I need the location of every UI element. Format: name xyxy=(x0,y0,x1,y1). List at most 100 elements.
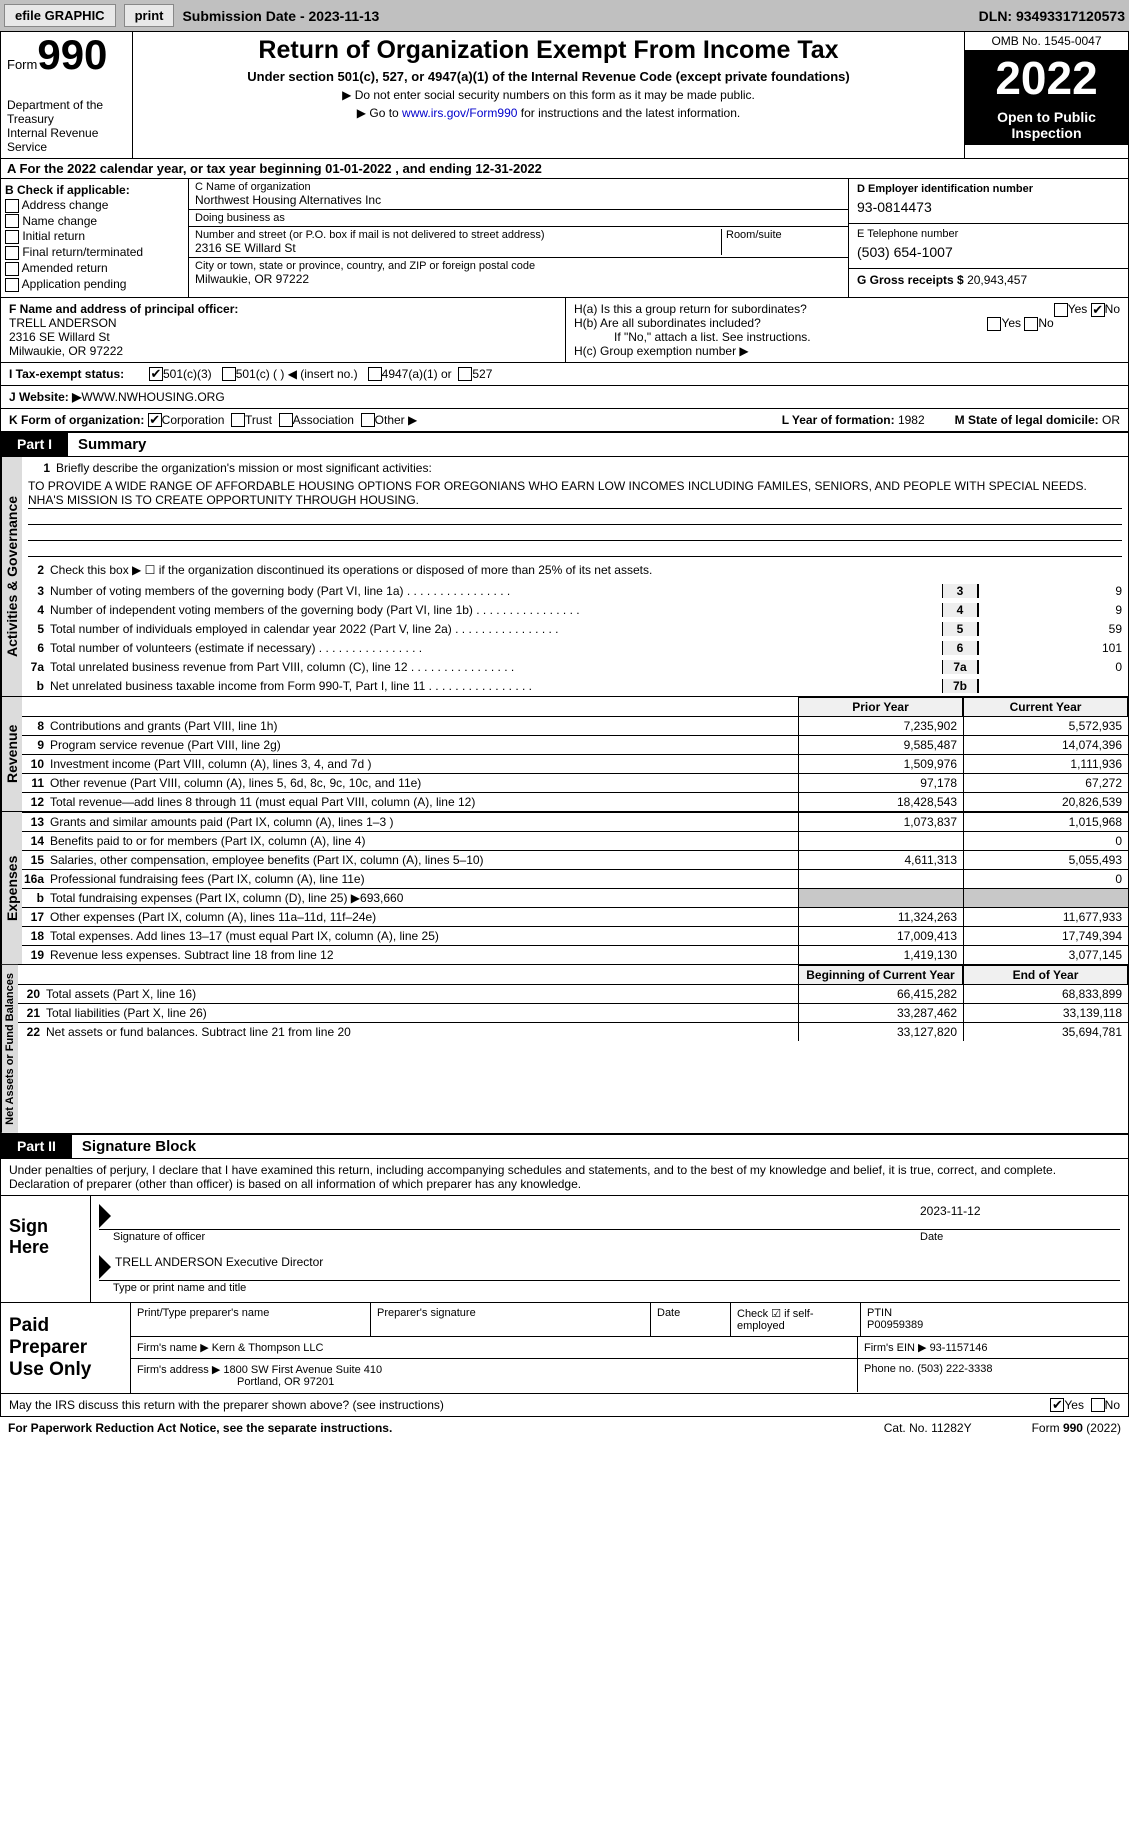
dba-label: Doing business as xyxy=(195,212,842,224)
tab-netassets: Net Assets or Fund Balances xyxy=(1,965,18,1133)
chk-initial-return[interactable]: Initial return xyxy=(5,229,184,244)
opt-corp: Corporation xyxy=(162,413,225,427)
j-label: J Website: ▶ xyxy=(9,390,81,404)
opt-501c3: 501(c)(3) xyxy=(163,367,212,381)
ein-label: D Employer identification number xyxy=(857,183,1120,195)
website-value: WWW.NWHOUSING.ORG xyxy=(81,390,224,404)
officer-city: Milwaukie, OR 97222 xyxy=(9,344,557,358)
sign-here-label: Sign Here xyxy=(1,1196,91,1302)
line2: Check this box ▶ ☐ if the organization d… xyxy=(50,563,1128,577)
chk-other[interactable] xyxy=(361,413,375,427)
val5: 59 xyxy=(978,622,1128,636)
firm-phone: Phone no. (503) 222-3338 xyxy=(858,1359,1128,1392)
chk-amended-return[interactable]: Amended return xyxy=(5,261,184,276)
footer-formno: Form 990 (2022) xyxy=(1032,1421,1121,1435)
sig-officer-label: Signature of officer xyxy=(99,1231,920,1243)
city-value: Milwaukie, OR 97222 xyxy=(195,272,842,286)
phone-label: E Telephone number xyxy=(857,228,1120,240)
table-row: 18Total expenses. Add lines 13–17 (must … xyxy=(22,926,1128,945)
form-subtitle: Under section 501(c), 527, or 4947(a)(1)… xyxy=(141,69,956,84)
prep-selfemp: Check ☑ if self-employed xyxy=(731,1303,861,1336)
tax-year: 2022 xyxy=(965,51,1128,105)
opt-trust: Trust xyxy=(245,413,272,427)
gross-label: G Gross receipts $ xyxy=(857,273,967,287)
table-row: 12Total revenue—add lines 8 through 11 (… xyxy=(22,792,1128,811)
irs-link[interactable]: www.irs.gov/Form990 xyxy=(402,106,517,120)
submission-date-label: Submission Date - 2023-11-13 xyxy=(182,8,379,24)
hdr-curr: Current Year xyxy=(963,697,1128,716)
chk-application-pending[interactable]: Application pending xyxy=(5,277,184,292)
phone-value: (503) 654-1007 xyxy=(857,240,1120,264)
m-state: M State of legal domicile: OR xyxy=(955,413,1120,427)
hdr-beg: Beginning of Current Year xyxy=(798,965,963,984)
chk-address-change[interactable]: Address change xyxy=(5,198,184,213)
print-button[interactable]: print xyxy=(124,4,175,27)
table-row: 16aProfessional fundraising fees (Part I… xyxy=(22,869,1128,888)
chk-final-return[interactable]: Final return/terminated xyxy=(5,245,184,260)
tab-expenses: Expenses xyxy=(1,812,22,964)
may-discuss: May the IRS discuss this return with the… xyxy=(9,1398,444,1413)
form-title: Return of Organization Exempt From Incom… xyxy=(141,36,956,65)
table-row: bTotal fundraising expenses (Part IX, co… xyxy=(22,888,1128,907)
line7a: Total unrelated business revenue from Pa… xyxy=(50,660,942,674)
chk-501c3[interactable]: ✔ xyxy=(149,367,163,381)
footer-catno: Cat. No. 11282Y xyxy=(884,1421,972,1435)
table-row: 19Revenue less expenses. Subtract line 1… xyxy=(22,945,1128,964)
signature-declaration: Under penalties of perjury, I declare th… xyxy=(0,1159,1129,1196)
b-label: B Check if applicable: xyxy=(5,183,184,197)
officer-name-title: TRELL ANDERSON Executive Director xyxy=(111,1255,323,1279)
note-goto: ▶ Go to www.irs.gov/Form990 for instruct… xyxy=(141,106,956,120)
chk-4947[interactable] xyxy=(368,367,382,381)
h-c: H(c) Group exemption number ▶ xyxy=(574,344,1120,358)
chk-may-no[interactable] xyxy=(1091,1398,1105,1412)
mission-text: TO PROVIDE A WIDE RANGE OF AFFORDABLE HO… xyxy=(28,478,1122,509)
chk-name-change[interactable]: Name change xyxy=(5,214,184,229)
gross-value: 20,943,457 xyxy=(967,273,1027,287)
line5: Total number of individuals employed in … xyxy=(50,622,942,636)
prep-date-label: Date xyxy=(651,1303,731,1336)
officer-name: TRELL ANDERSON xyxy=(9,316,557,330)
dln-label: DLN: 93493317120573 xyxy=(979,8,1125,24)
table-row: 9Program service revenue (Part VIII, lin… xyxy=(22,735,1128,754)
sig-date-value: 2023-11-12 xyxy=(920,1204,1120,1228)
sig-date-label: Date xyxy=(920,1231,1120,1243)
hdr-prior: Prior Year xyxy=(798,697,963,716)
org-name: Northwest Housing Alternatives Inc xyxy=(195,193,842,207)
tab-activities: Activities & Governance xyxy=(1,457,22,696)
opt-4947: 4947(a)(1) or xyxy=(382,367,452,381)
chk-corp[interactable]: ✔ xyxy=(148,413,162,427)
h-b: H(b) Are all subordinates included? Yes … xyxy=(574,316,1120,330)
h-a: H(a) Is this a group return for subordin… xyxy=(574,302,1120,316)
h-b-note: If "No," attach a list. See instructions… xyxy=(574,330,1120,344)
efile-button[interactable]: efile GRAPHIC xyxy=(4,4,116,27)
table-row: 20Total assets (Part X, line 16) 66,415,… xyxy=(18,984,1128,1003)
street-value: 2316 SE Willard St xyxy=(195,241,721,255)
chk-assoc[interactable] xyxy=(279,413,293,427)
officer-street: 2316 SE Willard St xyxy=(9,330,557,344)
form-header: Form990 Department of the Treasury Inter… xyxy=(0,31,1129,159)
part2-header: Part II Signature Block xyxy=(0,1134,1129,1159)
note-ssn: ▶ Do not enter social security numbers o… xyxy=(141,88,956,102)
line6: Total number of volunteers (estimate if … xyxy=(50,641,942,655)
calendar-year-row: A For the 2022 calendar year, or tax yea… xyxy=(0,159,1129,179)
val3: 9 xyxy=(978,584,1128,598)
chk-may-yes[interactable]: ✔ xyxy=(1050,1398,1064,1412)
chk-501c[interactable] xyxy=(222,367,236,381)
ptin: PTINP00959389 xyxy=(861,1303,1128,1336)
chk-527[interactable] xyxy=(458,367,472,381)
val7b xyxy=(978,679,1128,693)
k-label: K Form of organization: xyxy=(9,413,144,427)
type-name-label: Type or print name and title xyxy=(99,1282,1120,1294)
section-b-checkboxes: B Check if applicable: Address change Na… xyxy=(1,179,189,297)
line1-label: Briefly describe the organization's miss… xyxy=(56,461,1122,475)
firm-ein: Firm's EIN ▶ 93-1157146 xyxy=(858,1337,1128,1358)
table-row: 22Net assets or fund balances. Subtract … xyxy=(18,1022,1128,1041)
line4: Number of independent voting members of … xyxy=(50,603,942,617)
footer-paperwork: For Paperwork Reduction Act Notice, see … xyxy=(8,1421,392,1435)
table-row: 13Grants and similar amounts paid (Part … xyxy=(22,812,1128,831)
f-label: F Name and address of principal officer: xyxy=(9,302,557,316)
chk-trust[interactable] xyxy=(231,413,245,427)
table-row: 10Investment income (Part VIII, column (… xyxy=(22,754,1128,773)
prep-name-label: Print/Type preparer's name xyxy=(131,1303,371,1336)
paid-preparer-label: Paid Preparer Use Only xyxy=(1,1303,131,1393)
